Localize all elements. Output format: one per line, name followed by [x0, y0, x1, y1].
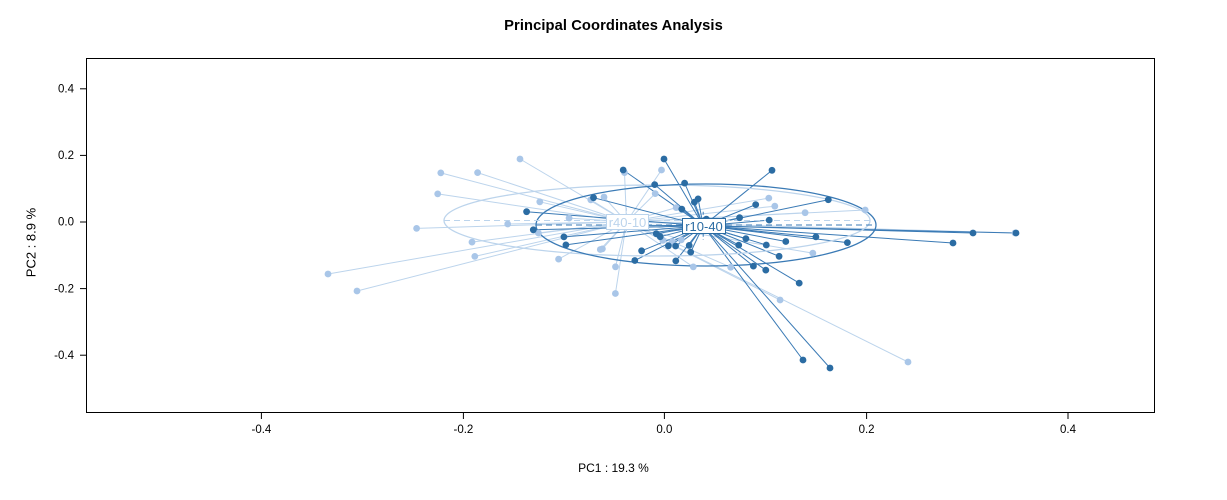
svg-text:0.4: 0.4: [1060, 424, 1077, 436]
svg-text:-0.4: -0.4: [251, 424, 271, 436]
svg-text:0.0: 0.0: [58, 217, 74, 229]
svg-text:-0.2: -0.2: [453, 424, 473, 436]
svg-text:-0.4: -0.4: [54, 350, 74, 362]
svg-text:0.2: 0.2: [58, 150, 74, 162]
svg-text:0.0: 0.0: [656, 424, 672, 436]
svg-text:0.2: 0.2: [859, 424, 875, 436]
svg-text:-0.2: -0.2: [54, 283, 74, 295]
svg-text:0.4: 0.4: [58, 84, 75, 96]
